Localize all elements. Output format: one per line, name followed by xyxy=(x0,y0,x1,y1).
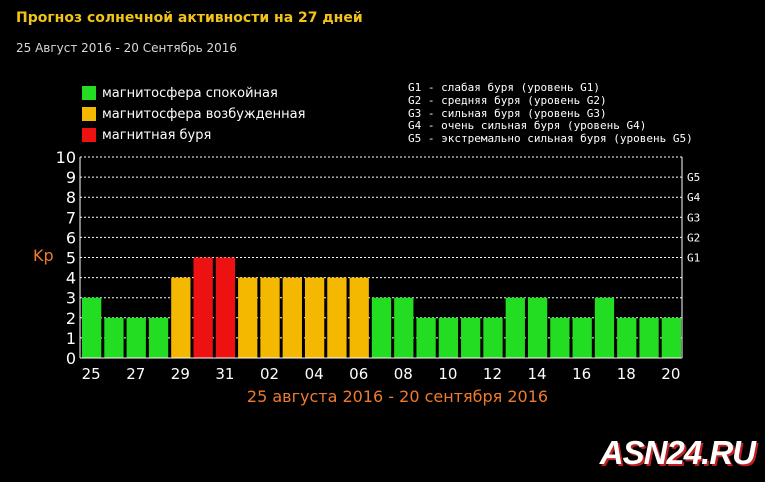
y-tick-label: 3 xyxy=(66,289,76,308)
x-tick-label: 27 xyxy=(126,365,145,383)
bar-14 xyxy=(527,297,548,358)
g-level-tick-label: G4 xyxy=(687,191,701,204)
color-legend: магнитосфера спокойная магнитосфера возб… xyxy=(82,83,305,146)
y-tick-label: 4 xyxy=(66,269,76,288)
y-tick-label: 7 xyxy=(66,208,76,227)
bar-16 xyxy=(572,317,592,358)
bar-07 xyxy=(371,297,392,358)
bar-19 xyxy=(639,317,659,358)
x-tick-label: 25 xyxy=(82,365,101,383)
x-tick-label: 10 xyxy=(438,365,457,383)
y-tick-label: 5 xyxy=(66,249,76,268)
legend-label-storm: магнитная буря xyxy=(102,127,212,143)
x-tick-label: 06 xyxy=(349,365,368,383)
bar-18 xyxy=(617,317,637,358)
bar-08 xyxy=(394,297,414,358)
y-tick-label: 6 xyxy=(66,228,76,247)
bar-01 xyxy=(238,277,258,358)
bar-12 xyxy=(483,317,503,358)
storm-level-g4: G4 - очень сильная буря (уровень G4) xyxy=(408,119,647,133)
x-tick-label: 29 xyxy=(171,365,190,383)
bar-13 xyxy=(505,297,525,358)
bar-20 xyxy=(661,317,681,358)
legend-item-active: магнитосфера возбужденная xyxy=(82,104,305,124)
legend-swatch-storm xyxy=(82,128,96,142)
y-tick-label: 9 xyxy=(66,168,76,187)
watermark-logo: ASN24.RU xyxy=(599,434,756,471)
bar-25 xyxy=(82,297,102,358)
legend-swatch-quiet xyxy=(82,86,96,100)
legend-label-quiet: магнитосфера спокойная xyxy=(102,85,278,101)
bar-17 xyxy=(594,297,615,358)
x-tick-label: 08 xyxy=(394,365,413,383)
y-axis-label: Kp xyxy=(33,246,54,265)
y-tick-label: 10 xyxy=(56,148,76,167)
bar-02 xyxy=(260,277,280,358)
x-axis-label: 25 августа 2016 - 20 сентября 2016 xyxy=(246,387,549,406)
page-title: Прогноз солнечной активности на 27 дней xyxy=(16,10,363,26)
bar-27 xyxy=(126,317,146,358)
bar-30 xyxy=(193,257,213,358)
storm-level-g2: G2 - средняя буря (уровень G2) xyxy=(408,93,607,107)
y-tick-label: 1 xyxy=(66,329,76,348)
bar-10 xyxy=(438,317,459,358)
bar-04 xyxy=(304,277,325,358)
x-tick-label: 31 xyxy=(215,365,234,383)
storm-level-g1: G1 - слабая буря (уровень G1) xyxy=(408,81,601,94)
legend-item-quiet: магнитосфера спокойная xyxy=(82,83,305,103)
bar-09 xyxy=(416,317,436,358)
storm-level-legend: G1 - слабая буря (уровень G1) G2 - средн… xyxy=(408,82,693,146)
bar-03 xyxy=(282,277,302,358)
bar-11 xyxy=(461,317,481,358)
x-tick-label: 14 xyxy=(528,365,547,383)
x-tick-label: 16 xyxy=(572,365,591,383)
bar-06 xyxy=(349,277,369,358)
y-tick-label: 2 xyxy=(66,309,76,328)
bar-26 xyxy=(104,317,124,358)
g-level-tick-label: G5 xyxy=(687,171,700,184)
g-level-tick-label: G1 xyxy=(687,252,700,265)
storm-level-g3: G3 - сильная буря (уровень G3) xyxy=(408,106,607,120)
x-tick-label: 04 xyxy=(305,365,324,383)
legend-item-storm: магнитная буря xyxy=(82,125,305,145)
x-tick-label: 20 xyxy=(661,365,680,383)
x-tick-label: 02 xyxy=(260,365,279,383)
legend-swatch-active xyxy=(82,107,96,121)
g-level-tick-label: G3 xyxy=(687,211,700,224)
bar-29 xyxy=(171,277,191,358)
legend-label-active: магнитосфера возбужденная xyxy=(102,106,306,122)
x-tick-label: 12 xyxy=(483,365,502,383)
bar-05 xyxy=(327,277,347,358)
y-tick-label: 0 xyxy=(66,349,76,368)
bar-28 xyxy=(148,317,169,358)
y-tick-label: 8 xyxy=(66,188,76,207)
bar-15 xyxy=(550,317,570,358)
storm-level-g5: G5 - экстремально сильная буря (уровень … xyxy=(408,132,693,146)
g-level-tick-label: G2 xyxy=(687,231,700,244)
bar-31 xyxy=(215,257,236,358)
date-range: 25 Август 2016 - 20 Сентябрь 2016 xyxy=(16,41,238,55)
x-tick-label: 18 xyxy=(617,365,636,383)
